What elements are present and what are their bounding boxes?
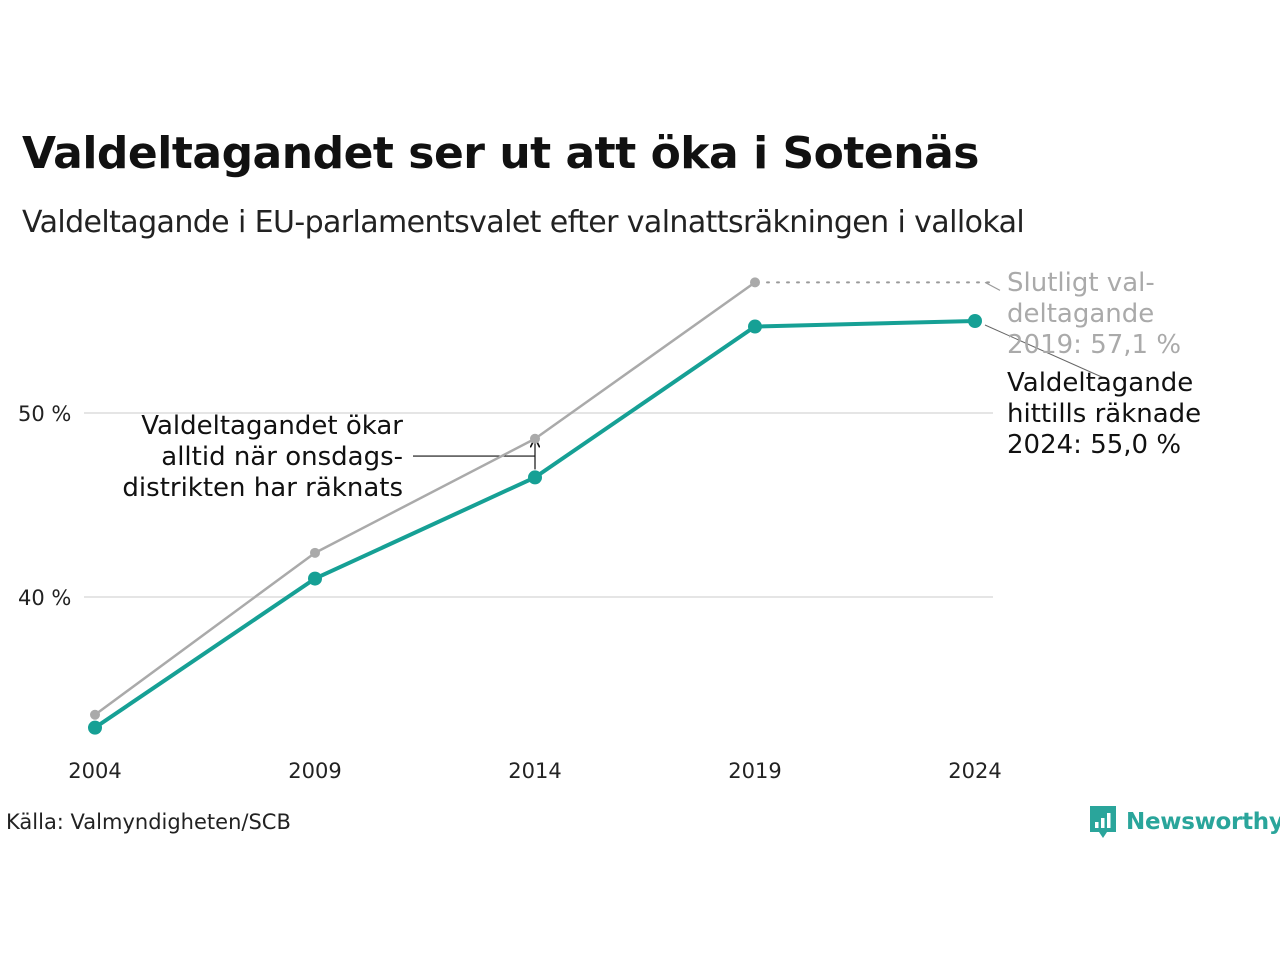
brand-name: Newsworthy — [1126, 809, 1280, 835]
preliminary-data-point — [308, 571, 322, 586]
final-data-point — [530, 433, 540, 444]
x-tick-label: 2024 — [948, 759, 1001, 783]
x-tick-label: 2009 — [288, 759, 341, 783]
x-tick-label: 2014 — [508, 759, 561, 783]
wednesday-annotation-line: alltid när onsdags- — [161, 442, 403, 472]
final-data-point — [750, 277, 760, 288]
preliminary-annotation-line: Valdeltagande — [1007, 368, 1193, 398]
final-data-point — [310, 547, 320, 558]
x-tick-label: 2004 — [68, 759, 121, 783]
final-leader-line — [984, 281, 1001, 291]
preliminary-data-point — [968, 314, 982, 328]
final-data-point — [90, 709, 100, 720]
x-tick-label: 2019 — [728, 759, 781, 783]
preliminary-data-point — [748, 319, 762, 334]
final-annotation-line: Slutligt val- — [1007, 268, 1155, 298]
bar-chart-badge-icon — [1090, 806, 1116, 838]
preliminary-series-line — [93, 319, 977, 730]
y-tick-label: 50 % — [18, 402, 71, 426]
source-note: Källa: Valmyndigheten/SCB — [6, 810, 291, 834]
preliminary-annotation-line: 2024: 55,0 % — [1007, 430, 1181, 460]
brand-logo[interactable]: Newsworthy — [1088, 804, 1280, 840]
preliminary-annotation-line: hittills räknade — [1007, 399, 1201, 429]
preliminary-data-point — [528, 470, 542, 485]
wednesday-annotation-line: distrikten har räknats — [122, 473, 403, 503]
y-tick-label: 40 % — [18, 586, 71, 610]
final-annotation-line: 2019: 57,1 % — [1007, 330, 1181, 360]
preliminary-leader-line — [984, 324, 1105, 379]
final-annotation-line: deltagande — [1007, 299, 1154, 329]
chart-subtitle: Valdeltagande i EU-parlamentsvalet efter… — [22, 205, 1025, 240]
wednesday-annotation-line: Valdeltagandet ökar — [141, 411, 403, 441]
final-series-line — [93, 281, 757, 717]
preliminary-data-point — [88, 720, 102, 735]
chart-title: Valdeltagandet ser ut att öka i Sotenäs — [22, 128, 979, 179]
